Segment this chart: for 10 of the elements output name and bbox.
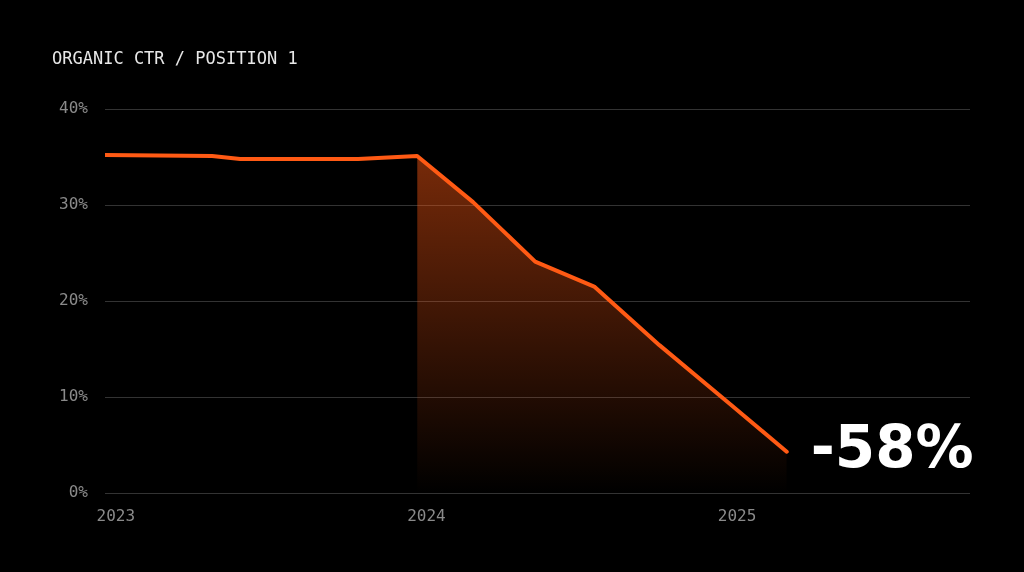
- chart-title: ORGANIC CTR / POSITION 1: [52, 48, 298, 69]
- annotation: -58%: [810, 412, 974, 481]
- y-tick-label: 40%: [59, 98, 89, 118]
- y-tick-label: 30%: [59, 194, 89, 214]
- x-tick-label: 2025: [717, 505, 757, 525]
- y-tick-label: 0%: [68, 482, 89, 502]
- y-tick-label: 10%: [59, 386, 89, 406]
- x-tick-label: 2023: [96, 505, 136, 525]
- x-tick-label: 2024: [407, 505, 446, 525]
- y-tick-label: 20%: [59, 290, 89, 310]
